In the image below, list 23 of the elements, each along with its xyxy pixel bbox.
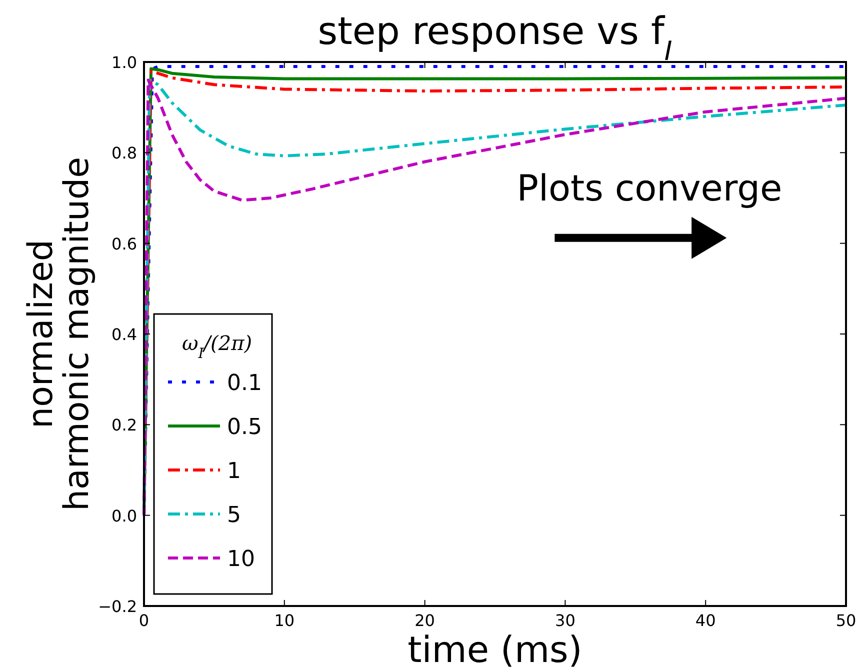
x-axis-title: time (ms) xyxy=(408,630,582,670)
chart-title: step response vs f$_{I}$ xyxy=(318,9,672,66)
x-tick-label: 20 xyxy=(414,611,435,630)
y-axis-title: normalized harmonic magnitude xyxy=(21,156,97,512)
y-tick-label: 0.8 xyxy=(112,144,137,163)
legend-title: ω$_{I}$/(2π) xyxy=(182,331,252,362)
y-tick-label: 0.4 xyxy=(112,325,137,344)
y-tick-label: 0.2 xyxy=(112,416,137,435)
legend-label: 0.5 xyxy=(227,415,262,440)
x-tick-label: 50 xyxy=(836,611,856,630)
y-tick-label: −0.2 xyxy=(98,597,137,616)
x-tick-label: 30 xyxy=(555,611,576,630)
y-tick-label: 1.0 xyxy=(112,53,137,72)
y-tick-label: 0.6 xyxy=(112,234,137,254)
x-tick-label: 10 xyxy=(274,611,295,630)
x-tick-label: 40 xyxy=(695,611,716,630)
x-tick-label: 0 xyxy=(138,611,150,630)
legend-label: 0.1 xyxy=(227,371,262,396)
legend-label: 10 xyxy=(227,547,255,572)
legend-label: 5 xyxy=(227,503,241,528)
y-tick-label: 0.0 xyxy=(112,506,137,526)
annotation: Plots converge xyxy=(516,168,782,210)
legend-label: 1 xyxy=(227,459,241,484)
